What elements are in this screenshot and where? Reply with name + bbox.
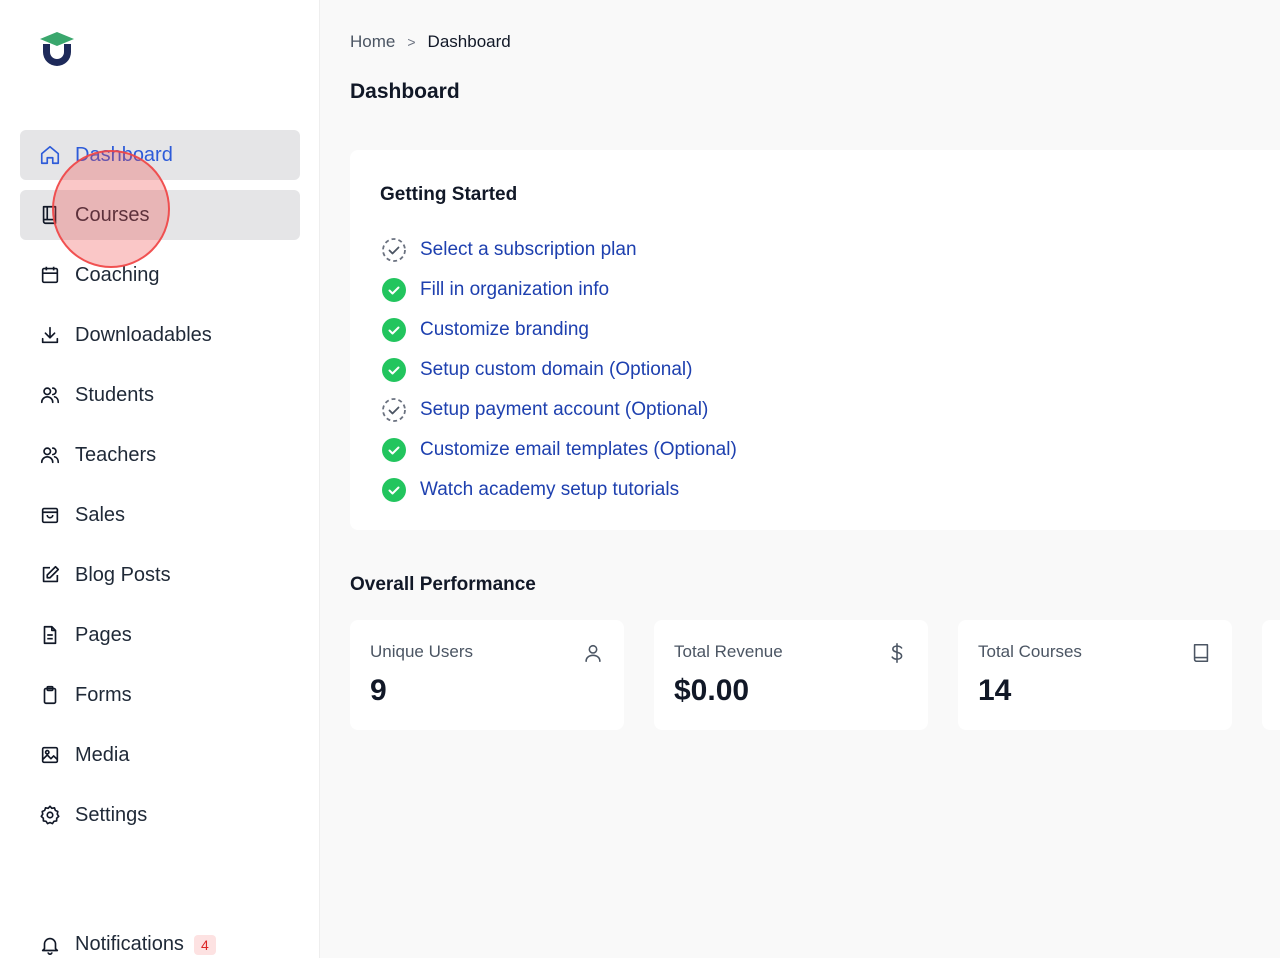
sidebar-item-coaching[interactable]: Coaching bbox=[20, 250, 300, 300]
sidebar-item-courses[interactable]: Courses bbox=[20, 190, 300, 240]
sidebar-item-label: Teachers bbox=[75, 443, 157, 466]
bell-icon bbox=[39, 934, 61, 956]
page-title: Dashboard bbox=[350, 80, 460, 103]
sidebar-item-teachers[interactable]: Teachers bbox=[20, 430, 300, 480]
pending-check-icon bbox=[380, 396, 408, 424]
sidebar-item-students[interactable]: Students bbox=[20, 370, 300, 420]
sidebar-item-label: Forms bbox=[75, 683, 132, 706]
step-label: Setup payment account (Optional) bbox=[420, 399, 709, 420]
sidebar-item-label: Media bbox=[75, 743, 130, 766]
notifications-label: Notifications bbox=[75, 933, 184, 955]
sidebar: Dashboard Courses Coaching Downloadables… bbox=[0, 0, 320, 958]
sidebar-item-label: Blog Posts bbox=[75, 563, 171, 586]
sidebar-item-label: Coaching bbox=[75, 263, 160, 286]
sidebar-item-label: Students bbox=[75, 383, 154, 406]
sidebar-item-pages[interactable]: Pages bbox=[20, 610, 300, 660]
performance-title: Overall Performance bbox=[350, 574, 536, 595]
stat-label: Total Revenue bbox=[674, 642, 783, 661]
check-circle-icon bbox=[380, 276, 408, 304]
sidebar-item-label: Dashboard bbox=[75, 143, 173, 166]
brand-logo[interactable] bbox=[38, 32, 76, 70]
step-email-templates[interactable]: Customize email templates (Optional) bbox=[380, 430, 737, 470]
stat-value: 9 bbox=[370, 674, 387, 707]
notifications-item[interactable]: Notifications 4 bbox=[39, 933, 216, 956]
stat-value: $0.00 bbox=[674, 674, 750, 707]
notifications-count-badge: 4 bbox=[193, 934, 216, 955]
sidebar-nav: Dashboard Courses Coaching Downloadables… bbox=[20, 130, 300, 850]
sidebar-item-label: Settings bbox=[75, 803, 148, 826]
getting-started-title: Getting Started bbox=[380, 184, 518, 205]
step-payment-account[interactable]: Setup payment account (Optional) bbox=[380, 390, 737, 430]
step-label: Customize branding bbox=[420, 319, 589, 340]
sidebar-item-blog-posts[interactable]: Blog Posts bbox=[20, 550, 300, 600]
breadcrumb-current: Dashboard bbox=[427, 32, 511, 51]
stat-card-partial bbox=[1262, 620, 1280, 730]
download-icon bbox=[39, 324, 61, 346]
clipboard-icon bbox=[39, 684, 61, 706]
pending-check-icon bbox=[380, 236, 408, 264]
sidebar-item-label: Pages bbox=[75, 623, 132, 646]
users-icon bbox=[39, 444, 61, 466]
gear-icon bbox=[39, 804, 61, 826]
sidebar-item-settings[interactable]: Settings bbox=[20, 790, 300, 840]
dollar-icon bbox=[886, 642, 908, 664]
book-icon bbox=[39, 204, 61, 226]
step-organization-info[interactable]: Fill in organization info bbox=[380, 270, 737, 310]
stat-card-total-courses: Total Courses 14 bbox=[958, 620, 1232, 730]
book-icon bbox=[1190, 642, 1212, 664]
sidebar-item-sales[interactable]: Sales bbox=[20, 490, 300, 540]
sidebar-item-dashboard[interactable]: Dashboard bbox=[20, 130, 300, 180]
document-icon bbox=[39, 624, 61, 646]
step-label: Customize email templates (Optional) bbox=[420, 439, 737, 460]
stat-card-total-revenue: Total Revenue $0.00 bbox=[654, 620, 928, 730]
check-circle-icon bbox=[380, 356, 408, 384]
calendar-icon bbox=[39, 264, 61, 286]
check-circle-icon bbox=[380, 436, 408, 464]
sidebar-item-label: Courses bbox=[75, 203, 150, 226]
sidebar-item-label: Downloadables bbox=[75, 323, 212, 346]
sidebar-item-media[interactable]: Media bbox=[20, 730, 300, 780]
stat-value: 14 bbox=[978, 674, 1012, 707]
step-setup-tutorials[interactable]: Watch academy setup tutorials bbox=[380, 470, 737, 510]
step-customize-branding[interactable]: Customize branding bbox=[380, 310, 737, 350]
step-custom-domain[interactable]: Setup custom domain (Optional) bbox=[380, 350, 737, 390]
getting-started-card: Getting Started Select a subscription pl… bbox=[350, 150, 1280, 530]
breadcrumb-home-link[interactable]: Home bbox=[350, 32, 396, 51]
breadcrumb: Home > Dashboard bbox=[350, 32, 511, 52]
step-label: Fill in organization info bbox=[420, 279, 610, 300]
stat-card-unique-users: Unique Users 9 bbox=[350, 620, 624, 730]
sidebar-item-label: Sales bbox=[75, 503, 126, 526]
stat-label: Unique Users bbox=[370, 642, 473, 661]
users-icon bbox=[39, 384, 61, 406]
breadcrumb-separator: > bbox=[407, 34, 416, 50]
stat-label: Total Courses bbox=[978, 642, 1082, 661]
check-circle-icon bbox=[380, 316, 408, 344]
image-icon bbox=[39, 744, 61, 766]
step-select-subscription[interactable]: Select a subscription plan bbox=[380, 230, 737, 270]
sidebar-item-downloadables[interactable]: Downloadables bbox=[20, 310, 300, 360]
check-circle-icon bbox=[380, 476, 408, 504]
sidebar-item-forms[interactable]: Forms bbox=[20, 670, 300, 720]
edit-icon bbox=[39, 564, 61, 586]
home-icon bbox=[39, 144, 61, 166]
user-icon bbox=[582, 642, 604, 664]
shopping-bag-icon bbox=[39, 504, 61, 526]
step-label: Setup custom domain (Optional) bbox=[420, 359, 693, 380]
getting-started-steps: Select a subscription plan Fill in organ… bbox=[380, 230, 737, 510]
step-label: Watch academy setup tutorials bbox=[420, 479, 680, 500]
main-content: Home > Dashboard Dashboard Getting Start… bbox=[320, 0, 1280, 958]
step-label: Select a subscription plan bbox=[420, 239, 637, 260]
